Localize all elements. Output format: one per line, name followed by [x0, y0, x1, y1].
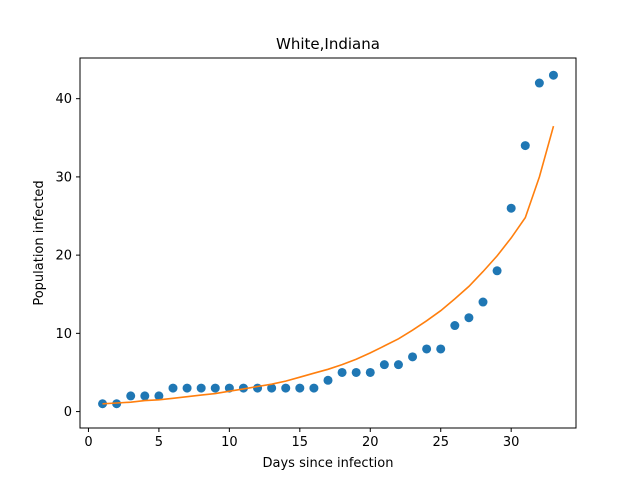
data-point — [196, 383, 206, 393]
data-point — [140, 391, 150, 401]
data-point — [548, 70, 558, 80]
data-point — [365, 367, 375, 377]
x-tick-label: 25 — [432, 435, 449, 450]
data-point — [154, 391, 164, 401]
data-point — [309, 383, 319, 393]
y-tick-label: 20 — [55, 249, 72, 264]
data-point — [464, 313, 474, 323]
data-point — [506, 203, 516, 213]
data-point — [534, 78, 544, 88]
data-point — [323, 375, 333, 385]
fit-line — [102, 125, 555, 405]
y-tick-label: 40 — [55, 92, 72, 107]
data-point — [351, 367, 361, 377]
data-point — [393, 360, 403, 370]
chart-title: White,Indiana — [276, 35, 380, 53]
data-point — [210, 383, 220, 393]
y-tick-label: 0 — [64, 405, 72, 420]
data-point — [408, 352, 418, 362]
data-point — [478, 297, 488, 307]
x-tick-label: 10 — [221, 435, 238, 450]
data-point — [295, 383, 305, 393]
x-axis-ticks: 0 5 10 15 20 25 30 — [84, 428, 519, 450]
y-tick-label: 30 — [55, 170, 72, 185]
data-point — [379, 360, 389, 370]
data-point — [253, 383, 263, 393]
data-point — [492, 266, 502, 276]
plot-area — [98, 70, 558, 409]
axes-frame — [79, 57, 577, 429]
y-axis-label: Population infected — [32, 180, 47, 305]
data-point — [337, 367, 347, 377]
data-point — [520, 141, 530, 151]
data-point — [450, 321, 460, 331]
x-axis-label: Days since infection — [263, 456, 394, 471]
data-point — [422, 344, 432, 354]
data-point — [436, 344, 446, 354]
data-point — [126, 391, 136, 401]
x-tick-label: 30 — [503, 435, 520, 450]
y-tick-label: 10 — [55, 327, 72, 342]
data-point — [168, 383, 178, 393]
x-tick-label: 5 — [155, 435, 163, 450]
data-point — [267, 383, 277, 393]
y-axis-ticks: 0 10 20 30 40 — [55, 92, 80, 420]
data-point — [182, 383, 192, 393]
x-tick-label: 20 — [362, 435, 379, 450]
x-tick-label: 0 — [84, 435, 92, 450]
x-tick-label: 15 — [292, 435, 309, 450]
data-point — [281, 383, 291, 393]
